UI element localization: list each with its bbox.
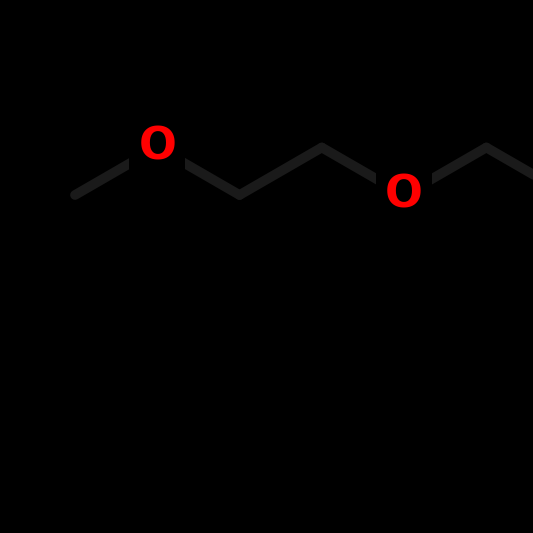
Text: O: O [385,174,423,216]
Text: O: O [139,126,176,169]
